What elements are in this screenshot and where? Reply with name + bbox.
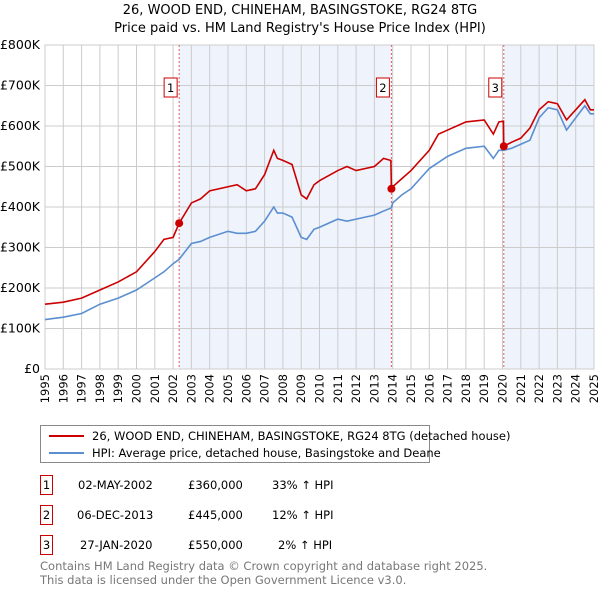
sale-label: 1 xyxy=(167,81,174,95)
x-tick-label: 2005 xyxy=(221,374,235,403)
y-tick-label: £200K xyxy=(0,280,41,295)
x-tick-label: 2004 xyxy=(203,374,217,403)
sale-label: 2 xyxy=(379,81,386,95)
y-tick-label: £100K xyxy=(0,321,41,336)
legend-item-property: 26, WOOD END, CHINEHAM, BASINGSTOKE, RG2… xyxy=(49,429,510,443)
sale-number: 1 xyxy=(40,475,53,495)
sale-point xyxy=(499,142,508,151)
x-tick-label: 2007 xyxy=(258,374,272,403)
y-tick-label: £300K xyxy=(0,240,41,255)
x-tick-label: 2021 xyxy=(514,374,528,403)
legend: 26, WOOD END, CHINEHAM, BASINGSTOKE, RG2… xyxy=(40,425,510,463)
sale-date: 02-MAY-2002 xyxy=(78,478,153,492)
sale-hpi: 33% ↑ HPI xyxy=(272,478,334,492)
x-tick-label: 2019 xyxy=(477,374,491,403)
sale-label: 3 xyxy=(492,81,499,95)
x-tick-label: 2022 xyxy=(532,374,546,403)
x-tick-label: 2017 xyxy=(441,374,455,403)
sale-row: 1 02-MAY-2002 £360,000 33% ↑ HPI xyxy=(40,475,440,495)
sale-label-box xyxy=(375,77,390,98)
x-tick-label: 1998 xyxy=(93,374,107,403)
chart-subtitle: Price paid vs. HM Land Registry's House … xyxy=(114,21,486,36)
x-tick-label: 2009 xyxy=(294,374,308,403)
hpi-line xyxy=(44,104,594,321)
legend-swatch-property xyxy=(49,435,84,437)
x-tick-label: 2002 xyxy=(166,374,180,403)
x-tick-label: 1995 xyxy=(38,374,52,403)
x-tick-label: 2001 xyxy=(148,374,162,403)
y-tick-label: £500K xyxy=(0,159,41,174)
legend-item-hpi: HPI: Average price, detached house, Basi… xyxy=(49,446,441,460)
x-tick-label: 2018 xyxy=(459,374,473,403)
y-tick-label: £800K xyxy=(0,37,41,52)
legend-label-hpi: HPI: Average price, detached house, Basi… xyxy=(92,446,441,460)
x-tick-label: 2015 xyxy=(404,374,418,403)
footer-licence: This data is licensed under the Open Gov… xyxy=(40,573,407,587)
x-tick-label: 2006 xyxy=(239,374,253,403)
y-tick-label: £700K xyxy=(0,78,41,93)
y-tick-label: £400K xyxy=(0,199,41,214)
x-tick-label: 2020 xyxy=(496,374,510,403)
x-tick-label: 2025 xyxy=(587,374,600,403)
sale-price: £360,000 xyxy=(188,478,243,492)
sale-hpi: 12% ↑ HPI xyxy=(272,508,334,522)
price-chart: 1995 1996 1997 1998 1999 2000 2001 2002 2003 2004… xyxy=(0,37,600,403)
sale-price: £550,000 xyxy=(188,538,243,552)
sale-date: 06-DEC-2013 xyxy=(77,508,154,522)
sale-number: 3 xyxy=(40,535,53,555)
chart-title: 26, WOOD END, CHINEHAM, BASINGSTOKE, RG2… xyxy=(122,3,478,18)
sale-row: 3 27-JAN-2020 £550,000 2% ↑ HPI xyxy=(40,535,440,555)
sale-price: £445,000 xyxy=(188,508,243,522)
plot-border xyxy=(44,44,595,370)
y-tick-label: £0 xyxy=(24,361,40,376)
sale-point xyxy=(175,219,184,228)
sale-label-box xyxy=(163,77,178,98)
x-tick-label: 1997 xyxy=(75,374,89,403)
footer-copyright: Contains HM Land Registry data © Crown c… xyxy=(40,559,488,573)
sale-label-box xyxy=(488,77,503,98)
x-tick-label: 2000 xyxy=(130,374,144,403)
x-tick-label: 1996 xyxy=(56,374,70,403)
sale-hpi: 2% ↑ HPI xyxy=(278,538,333,552)
x-tick-label: 2012 xyxy=(349,374,363,403)
legend-swatch-hpi xyxy=(49,452,84,454)
sale-point xyxy=(387,184,396,193)
sale-row: 2 06-DEC-2013 £445,000 12% ↑ HPI xyxy=(40,505,440,525)
sale-date: 27-JAN-2020 xyxy=(80,538,153,552)
x-tick-label: 2003 xyxy=(184,374,198,403)
x-tick-label: 2010 xyxy=(313,374,327,403)
x-tick-label: 2014 xyxy=(386,374,400,403)
x-tick-label: 2011 xyxy=(331,374,345,403)
sale-number: 2 xyxy=(40,505,53,525)
x-tick-label: 2024 xyxy=(569,374,583,403)
x-tick-label: 2016 xyxy=(422,374,436,403)
x-tick-label: 1999 xyxy=(111,374,125,403)
x-tick-label: 2023 xyxy=(550,374,564,403)
y-tick-label: £600K xyxy=(0,118,41,133)
x-tick-label: 2008 xyxy=(276,374,290,403)
x-tick-label: 2013 xyxy=(367,374,381,403)
legend-label-property: 26, WOOD END, CHINEHAM, BASINGSTOKE, RG2… xyxy=(92,429,511,443)
